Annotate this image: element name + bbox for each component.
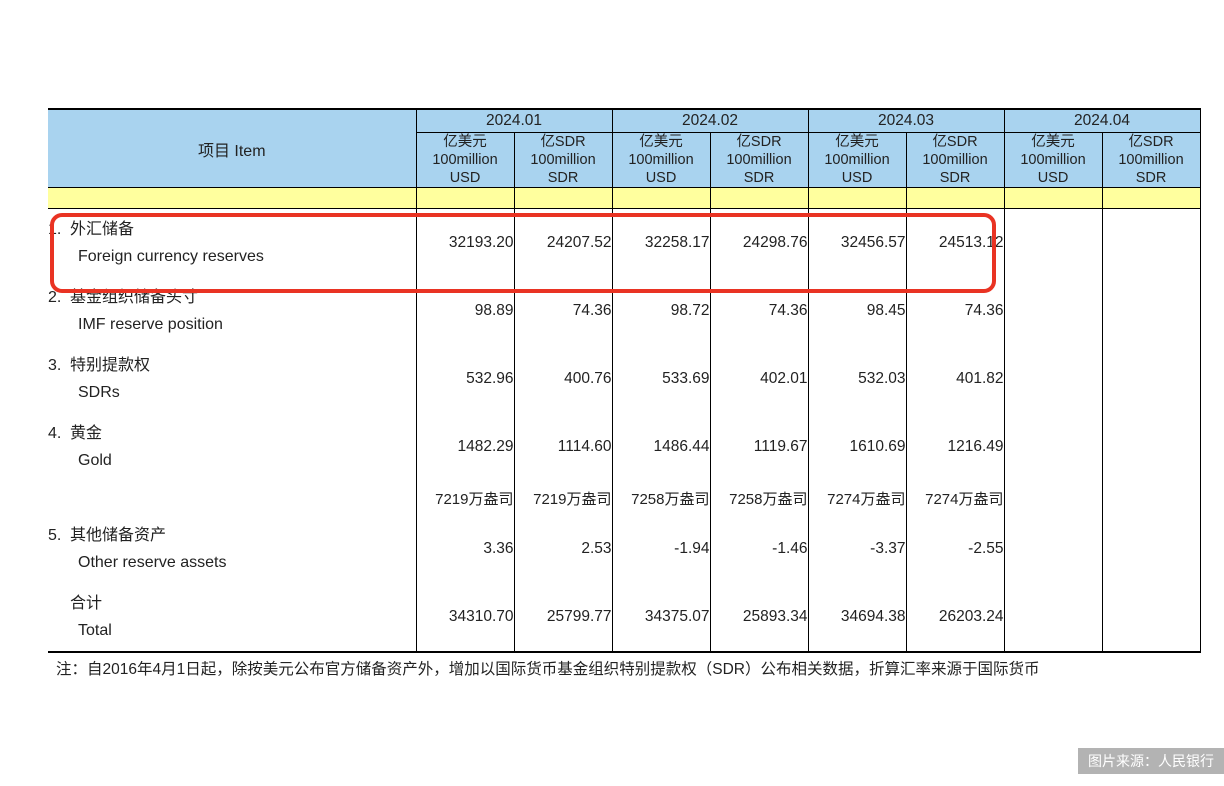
row-label: 1.外汇储备 Foreign currency reserves <box>48 209 416 278</box>
cell: 533.69 <box>612 345 710 413</box>
cell: 34694.38 <box>808 583 906 652</box>
cell: 24298.76 <box>710 209 808 278</box>
cell: 401.82 <box>906 345 1004 413</box>
cell: 25799.77 <box>514 583 612 652</box>
cell <box>1102 583 1200 652</box>
row-gold: 4.黄金 Gold 1482.29 1114.60 1486.44 1119.6… <box>48 413 1200 481</box>
yellow-separator <box>48 188 1200 209</box>
cell: 1482.29 <box>416 413 514 481</box>
header-month-4: 2024.04 <box>1004 109 1200 133</box>
cell <box>1102 277 1200 345</box>
row-imf: 2.基金组织储备头寸 IMF reserve position 98.89 74… <box>48 277 1200 345</box>
cell: 32456.57 <box>808 209 906 278</box>
cell: 74.36 <box>514 277 612 345</box>
cell <box>1004 515 1102 583</box>
cell: 2.53 <box>514 515 612 583</box>
cell: 532.03 <box>808 345 906 413</box>
reserves-table: 项目 Item 2024.01 2024.02 2024.03 2024.04 … <box>48 108 1201 653</box>
header-sub-sdr: 亿SDR100millionSDR <box>514 133 612 188</box>
header-item: 项目 Item <box>48 109 416 188</box>
cell: 7219万盎司 <box>514 481 612 515</box>
cell: 34375.07 <box>612 583 710 652</box>
cell: 1119.67 <box>710 413 808 481</box>
footnote: 注：自2016年4月1日起，除按美元公布官方储备资产外，增加以国际货币基金组织特… <box>48 653 1200 679</box>
cell: 532.96 <box>416 345 514 413</box>
cell: 34310.70 <box>416 583 514 652</box>
cell: 7274万盎司 <box>808 481 906 515</box>
header-month-3: 2024.03 <box>808 109 1004 133</box>
cell: 1114.60 <box>514 413 612 481</box>
page-root: 项目 Item 2024.01 2024.02 2024.03 2024.04 … <box>0 0 1224 786</box>
cell: -3.37 <box>808 515 906 583</box>
cell: 25893.34 <box>710 583 808 652</box>
cell <box>1004 209 1102 278</box>
header-sub-sdr: 亿SDR100millionSDR <box>710 133 808 188</box>
cell: 7274万盎司 <box>906 481 1004 515</box>
cell: 1486.44 <box>612 413 710 481</box>
cell: 7219万盎司 <box>416 481 514 515</box>
cell: 7258万盎司 <box>612 481 710 515</box>
header-sub-sdr: 亿SDR100millionSDR <box>906 133 1004 188</box>
cell: -2.55 <box>906 515 1004 583</box>
cell: 32258.17 <box>612 209 710 278</box>
cell: 98.89 <box>416 277 514 345</box>
cell: 400.76 <box>514 345 612 413</box>
cell <box>1102 413 1200 481</box>
cell <box>1102 345 1200 413</box>
header-sub-sdr: 亿SDR100millionSDR <box>1102 133 1200 188</box>
cell <box>1004 481 1102 515</box>
row-gold-ounces: 7219万盎司 7219万盎司 7258万盎司 7258万盎司 7274万盎司 … <box>48 481 1200 515</box>
cell: -1.46 <box>710 515 808 583</box>
header-month-1: 2024.01 <box>416 109 612 133</box>
cell: 3.36 <box>416 515 514 583</box>
cell: 7258万盎司 <box>710 481 808 515</box>
cell: 24207.52 <box>514 209 612 278</box>
cell <box>1004 345 1102 413</box>
cell <box>1004 413 1102 481</box>
row-label: 合计 Total <box>48 583 416 652</box>
row-total: 合计 Total 34310.70 25799.77 34375.07 2589… <box>48 583 1200 652</box>
cell: 1610.69 <box>808 413 906 481</box>
cell: 402.01 <box>710 345 808 413</box>
cell: 26203.24 <box>906 583 1004 652</box>
header-sub-usd: 亿美元100millionUSD <box>612 133 710 188</box>
cell <box>1102 481 1200 515</box>
cell <box>1102 515 1200 583</box>
header-sub-usd: 亿美元100millionUSD <box>808 133 906 188</box>
row-sdrs: 3.特别提款权 SDRs 532.96 400.76 533.69 402.01… <box>48 345 1200 413</box>
cell <box>1102 209 1200 278</box>
header-sub-usd: 亿美元100millionUSD <box>1004 133 1102 188</box>
cell <box>1004 583 1102 652</box>
cell: -1.94 <box>612 515 710 583</box>
row-label <box>48 481 416 515</box>
cell: 32193.20 <box>416 209 514 278</box>
row-label: 5.其他储备资产 Other reserve assets <box>48 515 416 583</box>
header-month-2: 2024.02 <box>612 109 808 133</box>
cell: 98.72 <box>612 277 710 345</box>
cell: 74.36 <box>906 277 1004 345</box>
row-label: 2.基金组织储备头寸 IMF reserve position <box>48 277 416 345</box>
row-label: 4.黄金 Gold <box>48 413 416 481</box>
cell: 98.45 <box>808 277 906 345</box>
cell: 24513.12 <box>906 209 1004 278</box>
row-other: 5.其他储备资产 Other reserve assets 3.36 2.53 … <box>48 515 1200 583</box>
cell <box>1004 277 1102 345</box>
cell: 74.36 <box>710 277 808 345</box>
header-sub-usd: 亿美元100millionUSD <box>416 133 514 188</box>
cell: 1216.49 <box>906 413 1004 481</box>
source-attribution: 图片来源：人民银行 <box>1078 748 1224 774</box>
table-header: 项目 Item 2024.01 2024.02 2024.03 2024.04 … <box>48 109 1200 209</box>
row-label: 3.特别提款权 SDRs <box>48 345 416 413</box>
row-foreign-reserves: 1.外汇储备 Foreign currency reserves 32193.2… <box>48 209 1200 278</box>
